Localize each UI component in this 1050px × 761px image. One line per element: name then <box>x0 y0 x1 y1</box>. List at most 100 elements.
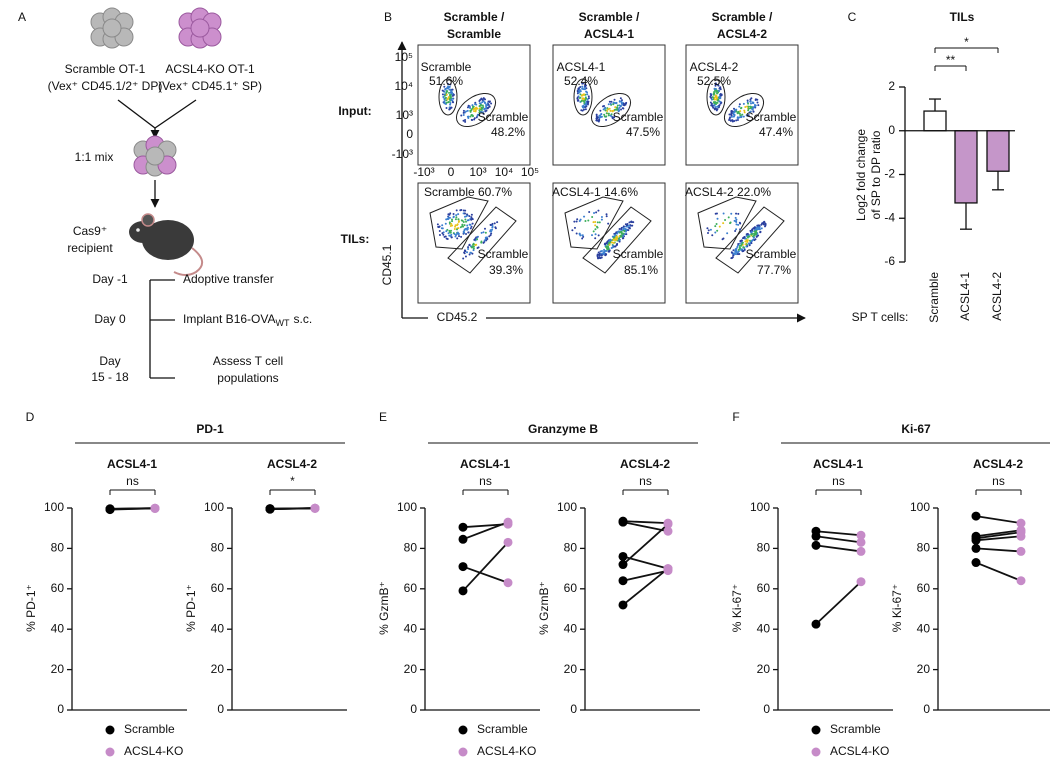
event-dot <box>573 220 576 223</box>
event-dot <box>615 235 618 238</box>
y-tick-label: 40 <box>404 621 418 635</box>
event-dot <box>594 233 597 236</box>
event-dot <box>474 110 477 113</box>
event-dot <box>578 89 581 92</box>
event-dot <box>577 88 580 91</box>
event-dot <box>738 112 741 115</box>
event-dot <box>473 107 476 110</box>
label: Day -1 <box>92 272 128 286</box>
event-dot <box>754 105 757 108</box>
event-dot <box>446 82 449 85</box>
event-dot <box>749 100 752 103</box>
event-dot <box>628 221 631 224</box>
event-dot <box>459 226 462 229</box>
event-dot <box>711 234 714 237</box>
event-dot <box>450 98 453 101</box>
x-tick-label: ACSL4-2 <box>990 272 1004 321</box>
event-dot <box>575 220 578 223</box>
chart-title: ACSL4-2 <box>267 457 317 471</box>
event-dot <box>730 212 733 215</box>
event-dot <box>714 102 717 105</box>
event-dot <box>460 235 463 238</box>
label: ACSL4-1 <box>584 27 634 41</box>
point <box>105 504 115 514</box>
event-dot <box>600 256 603 259</box>
point <box>856 530 866 540</box>
label: (Vex⁺ CD45.1/2⁺ DP) <box>48 79 163 93</box>
event-dot <box>754 231 757 234</box>
point <box>503 517 513 527</box>
event-dot <box>463 224 466 227</box>
event-dot <box>468 243 471 246</box>
event-dot <box>468 106 471 109</box>
event-dot <box>631 224 634 227</box>
event-dot <box>445 218 448 221</box>
connector <box>117 99 156 129</box>
event-dot <box>447 213 450 216</box>
event-dot <box>480 241 483 244</box>
y-tick-label: 100 <box>204 500 224 514</box>
y-tick-label: 20 <box>917 662 931 676</box>
event-dot <box>579 93 582 96</box>
event-dot <box>588 210 591 213</box>
event-dot <box>482 97 485 100</box>
event-dot <box>594 237 597 240</box>
event-dot <box>743 111 746 114</box>
event-dot <box>443 235 446 238</box>
event-dot <box>462 225 465 228</box>
y-tick-label: 20 <box>564 662 578 676</box>
event-dot <box>470 225 473 228</box>
event-dot <box>605 118 608 121</box>
event-dot <box>752 236 755 239</box>
y-tick-label: 100 <box>750 500 770 514</box>
event-dot <box>709 101 712 104</box>
event-dot <box>732 115 735 118</box>
event-dot <box>448 91 451 94</box>
event-dot <box>741 113 744 116</box>
event-dot <box>717 84 720 87</box>
label: 10³ <box>469 165 486 179</box>
event-dot <box>449 101 452 104</box>
y-tick-label: 80 <box>211 541 225 555</box>
event-dot <box>730 113 733 116</box>
event-dot <box>460 114 463 117</box>
event-dot <box>624 230 627 233</box>
y-tick-label: 20 <box>404 662 418 676</box>
event-dot <box>755 235 758 238</box>
point <box>971 558 981 568</box>
event-dot <box>603 113 606 116</box>
panel-letter: F <box>732 410 739 424</box>
event-dot <box>578 220 581 223</box>
y-tick-label: -4 <box>884 210 895 224</box>
chart-title: TILs <box>950 10 975 24</box>
event-dot <box>584 108 587 111</box>
legend-label: Scramble <box>477 722 528 736</box>
label: -10³ <box>392 147 413 161</box>
event-dot <box>718 225 721 228</box>
y-tick-label: 80 <box>404 541 418 555</box>
point <box>618 551 628 561</box>
label: (Vex⁺ CD45.1⁺ SP) <box>158 79 262 93</box>
event-dot <box>712 93 715 96</box>
label: CD45.1 <box>380 244 394 285</box>
event-dot <box>735 110 738 113</box>
y-tick-label: 60 <box>404 581 418 595</box>
group-title: Ki-67 <box>901 422 931 436</box>
event-dot <box>436 223 439 226</box>
gate <box>590 92 632 128</box>
event-dot <box>445 230 448 233</box>
event-dot <box>591 234 594 237</box>
gate <box>455 92 497 128</box>
event-dot <box>741 241 744 244</box>
event-dot <box>738 248 741 251</box>
event-dot <box>445 89 448 92</box>
event-dot <box>471 218 474 221</box>
event-dot <box>448 229 451 232</box>
event-dot <box>582 106 585 109</box>
label: Scramble <box>746 247 797 261</box>
event-dot <box>466 106 469 109</box>
event-dot <box>463 249 466 252</box>
event-dot <box>484 231 487 234</box>
event-dot <box>753 239 756 242</box>
event-dot <box>443 98 446 101</box>
